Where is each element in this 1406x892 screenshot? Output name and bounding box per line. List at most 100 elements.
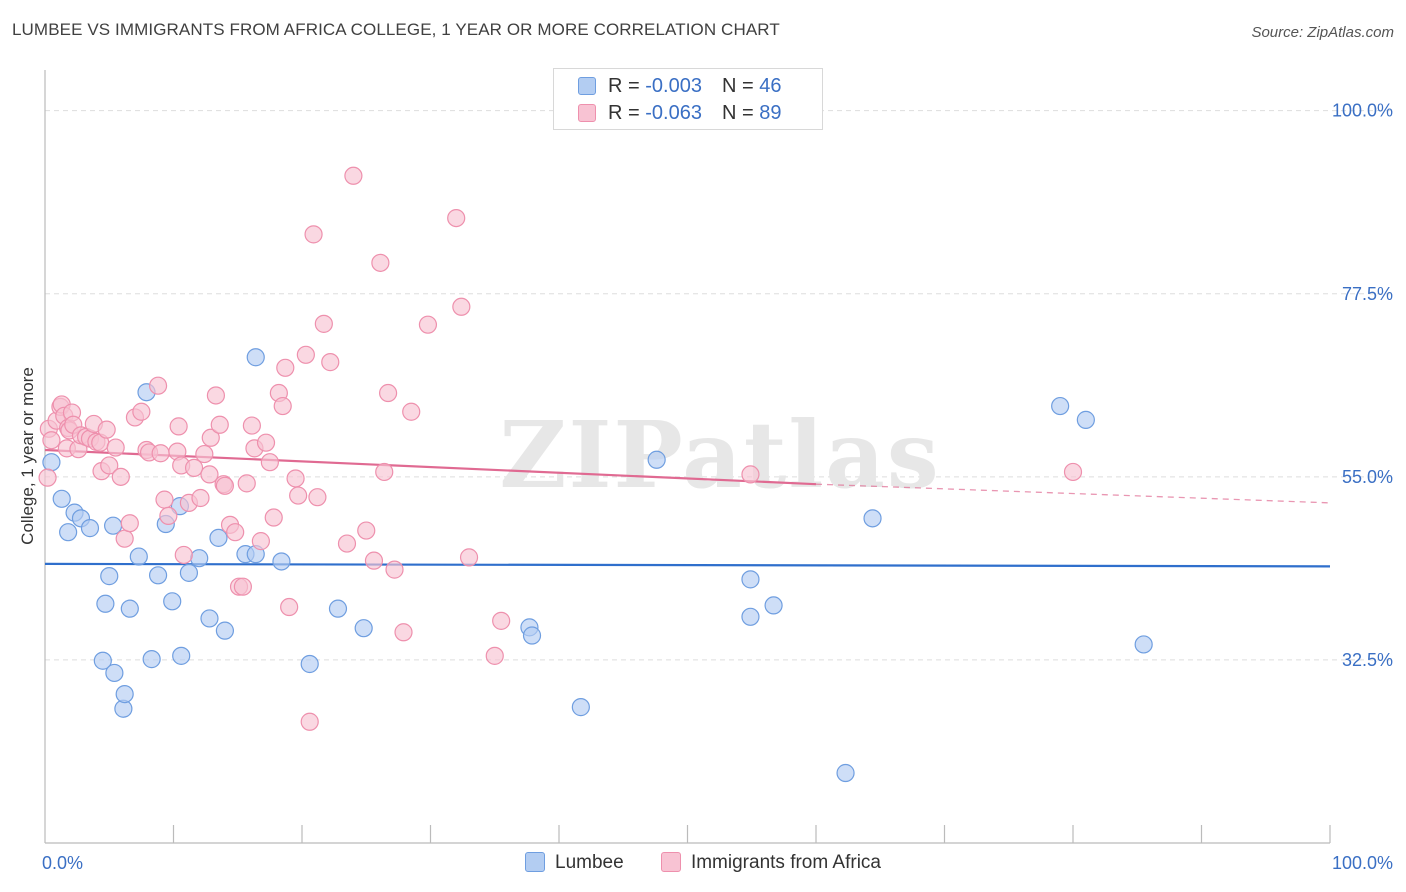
africa-point — [195, 444, 214, 464]
africa-point — [364, 551, 384, 570]
lumbee-point — [209, 528, 228, 547]
y-tick-label: 55.0% — [1342, 467, 1393, 487]
africa-point — [226, 523, 245, 542]
lumbee-point — [80, 519, 100, 538]
r-label: R = — [608, 102, 640, 124]
lumbee-point — [215, 621, 234, 640]
lumbee-point — [272, 552, 291, 571]
r-label: R = — [608, 75, 640, 97]
africa-point — [447, 208, 466, 228]
r-value: -0.063 — [645, 102, 702, 124]
lumbee-point — [522, 626, 542, 645]
legend-item-lumbee[interactable]: Lumbee — [525, 852, 624, 874]
lumbee-point — [354, 619, 373, 638]
lumbee-point — [246, 348, 265, 367]
source-label: Source: ZipAtlas.com — [1251, 24, 1394, 41]
lumbee-point — [647, 450, 666, 469]
r-value: -0.003 — [645, 75, 702, 97]
africa-point — [296, 345, 315, 364]
africa-point — [492, 611, 511, 630]
lumbee-point — [1051, 396, 1070, 416]
lumbee-point — [200, 609, 219, 628]
lumbee-point — [163, 592, 182, 611]
lumbee-point — [1076, 410, 1095, 429]
lumbee-point — [93, 651, 112, 670]
lumbee-point — [59, 523, 78, 542]
lumbee-point — [120, 599, 139, 618]
africa-point — [184, 458, 204, 477]
lumbee-point — [300, 654, 319, 674]
n-label: N = — [721, 102, 754, 124]
series-legend: Lumbee Immigrants from Africa — [0, 852, 1406, 874]
africa-point — [280, 597, 299, 617]
chart-title: LUMBEE VS IMMIGRANTS FROM AFRICA COLLEGE… — [12, 20, 780, 39]
lumbee-point — [741, 607, 760, 626]
africa-point — [314, 314, 333, 333]
africa-point — [97, 420, 116, 439]
africa-point — [304, 225, 323, 244]
africa-point — [106, 438, 125, 457]
africa-point — [115, 529, 134, 548]
africa-point — [371, 253, 390, 272]
tick-labels: 32.5% 55.0% 77.5% 100.0% 0.0% 100.0% — [42, 101, 1393, 873]
africa-point — [286, 469, 305, 488]
africa-legend-swatch — [660, 852, 681, 872]
africa-point — [100, 456, 119, 475]
n-label: N = — [721, 75, 754, 97]
africa-point — [273, 396, 292, 416]
legend-item-africa[interactable]: Immigrants from Africa — [660, 852, 881, 874]
africa-point — [337, 534, 357, 553]
africa-point — [394, 623, 413, 642]
lumbee-point — [179, 563, 199, 582]
africa-point — [308, 488, 327, 507]
n-value: 46 — [759, 75, 782, 97]
africa-point — [210, 415, 229, 434]
y-tick-label: 32.5% — [1342, 650, 1393, 670]
lumbee-point — [190, 549, 209, 568]
africa-point — [344, 166, 363, 185]
stats-row-lumbee: R = -0.003 N = 46 — [578, 75, 781, 99]
africa-point — [276, 358, 295, 377]
africa-point — [378, 383, 398, 403]
lumbee-point — [863, 509, 882, 528]
lumbee-point — [836, 763, 855, 783]
africa-point — [148, 376, 168, 395]
lumbee-point — [328, 599, 348, 618]
stats-row-africa: R = -0.063 N = 89 — [578, 102, 781, 126]
lumbee-point — [129, 547, 148, 566]
lumbee-swatch — [578, 77, 596, 95]
africa-point — [256, 433, 276, 452]
africa-point — [251, 532, 270, 551]
watermark: ZIPatlas — [499, 401, 940, 509]
legend-label-africa: Immigrants from Africa — [690, 852, 881, 873]
africa-point — [1063, 462, 1083, 482]
africa-point — [452, 297, 471, 316]
africa-point — [38, 468, 57, 487]
africa-point — [174, 545, 193, 565]
africa-point — [741, 465, 760, 484]
africa-point — [191, 488, 210, 508]
y-tick-label: 77.5% — [1342, 284, 1393, 304]
africa-point — [42, 431, 61, 450]
legend-label-lumbee: Lumbee — [555, 852, 624, 873]
africa-trend-extension — [815, 483, 1331, 504]
y-axis-label: College, 1 year or more — [18, 367, 37, 545]
africa-point — [111, 467, 130, 486]
africa-point — [357, 521, 376, 540]
lumbee-point — [115, 684, 134, 704]
africa-point — [418, 315, 438, 334]
africa-point — [264, 508, 283, 527]
africa-point — [402, 402, 421, 421]
lumbee-point — [571, 698, 590, 717]
africa-point — [215, 476, 234, 495]
africa-point — [169, 417, 188, 436]
lumbee-point — [142, 650, 161, 669]
y-tick-label: 100.0% — [1332, 101, 1393, 121]
africa-point — [151, 444, 170, 463]
stats-legend: R = -0.003 N = 46 R = -0.063 N = 89 — [553, 68, 823, 130]
africa-point — [289, 486, 308, 505]
africa-point — [459, 548, 479, 567]
grid-lines — [45, 110, 1393, 661]
n-value: 89 — [759, 102, 782, 124]
